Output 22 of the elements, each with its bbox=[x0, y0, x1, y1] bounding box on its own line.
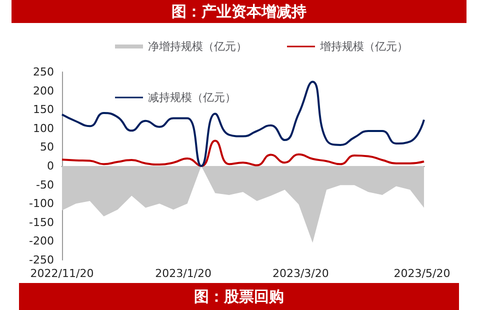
y-tick-label: -250 bbox=[29, 254, 54, 266]
x-tick-label: 2022/11/20 bbox=[30, 267, 94, 280]
legend-label: 增持规模（亿元） bbox=[319, 40, 408, 53]
y-tick-label: 200 bbox=[33, 84, 54, 98]
line-series bbox=[61, 140, 425, 167]
y-tick-label: 150 bbox=[33, 103, 54, 116]
y-tick-label: 250 bbox=[33, 66, 54, 78]
y-tick-label: -50 bbox=[36, 178, 54, 192]
y-tick-label: -200 bbox=[29, 234, 54, 248]
y-tick-label: -150 bbox=[29, 216, 54, 229]
y-tick-label: -100 bbox=[29, 197, 54, 210]
x-tick-label: 2023/3/20 bbox=[272, 267, 329, 280]
chart-title: 图：产业资本增减持 bbox=[172, 2, 306, 20]
text: 图：股票回购 bbox=[194, 288, 284, 306]
legend-label: 减持规模（亿元） bbox=[148, 91, 236, 104]
y-tick-label: 0 bbox=[47, 160, 54, 172]
line-series bbox=[61, 80, 425, 167]
legend-label: 净增持规模（亿元） bbox=[148, 40, 247, 53]
x-tick-label: 2023/5/20 bbox=[394, 267, 450, 280]
x-tick-label: 2023/1/20 bbox=[155, 267, 212, 280]
y-tick-label: 100 bbox=[33, 122, 54, 135]
y-tick-label: 50 bbox=[40, 140, 54, 154]
